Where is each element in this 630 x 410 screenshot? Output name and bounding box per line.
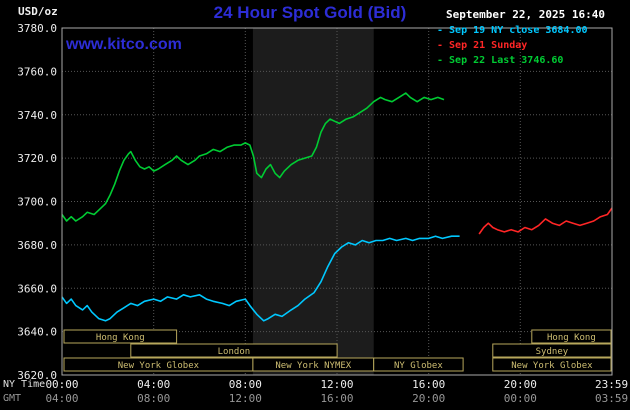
legend-item-0: - Sep 19 NY close 3684.00: [437, 25, 588, 36]
ny-tick-label: 23:59: [595, 378, 628, 391]
kitco-watermark-link[interactable]: www.kitco.com: [66, 36, 182, 53]
y-tick-label: 3700.0: [17, 196, 57, 209]
legend: - Sep 19 NY close 3684.00 - Sep 21 Sunday…: [437, 23, 588, 68]
ny-tick-label: 08:00: [229, 378, 262, 391]
series-sep22-last: [61, 92, 445, 222]
svg-text:New York NYMEX: New York NYMEX: [275, 361, 351, 371]
legend-item-1: - Sep 21 Sunday: [437, 40, 528, 51]
y-axis-units-label: USD/oz: [18, 5, 58, 18]
gmt-tick-label: 03:59: [595, 392, 628, 405]
session-box: London: [130, 343, 338, 358]
svg-text:NY Globex: NY Globex: [394, 361, 443, 371]
gmt-tick-label: 20:00: [412, 392, 445, 405]
ny-tick-label: 12:00: [320, 378, 353, 391]
gmt-tick-label: 08:00: [137, 392, 170, 405]
svg-text:New York Globex: New York Globex: [511, 361, 593, 371]
session-box: New York Globex: [63, 357, 254, 372]
series-sep19-ny-close: [61, 235, 460, 322]
svg-text:London: London: [218, 347, 251, 357]
svg-text:Hong Kong: Hong Kong: [96, 333, 145, 343]
series-sep21-sunday: [478, 207, 613, 235]
y-tick-label: 3660.0: [17, 282, 57, 295]
plot-border: [61, 27, 613, 376]
page-title: 24 Hour Spot Gold (Bid): [213, 3, 407, 22]
session-box: Hong Kong: [531, 329, 612, 344]
y-tick-label: 3640.0: [17, 326, 57, 339]
session-box: New York Globex: [492, 357, 612, 372]
session-box: Hong Kong: [63, 329, 178, 344]
y-tick-label: 3780.0: [17, 22, 57, 35]
gmt-tick-label: 16:00: [320, 392, 353, 405]
grid-lines: [62, 27, 612, 376]
svg-text:Sydney: Sydney: [536, 347, 569, 357]
ny-tick-label: 20:00: [504, 378, 537, 391]
svg-text:Hong Kong: Hong Kong: [547, 333, 596, 343]
gmt-tick-label: 12:00: [229, 392, 262, 405]
y-tick-label: 3740.0: [17, 109, 57, 122]
ny-time-axis-label: NY Time: [3, 379, 45, 390]
gmt-axis-label: GMT: [3, 393, 21, 404]
ny-tick-label: 00:00: [45, 378, 78, 391]
nymex-session-band: [252, 28, 374, 375]
y-tick-label: 3760.0: [17, 65, 57, 78]
legend-item-2: - Sep 22 Last 3746.60: [437, 55, 564, 66]
session-box: New York NYMEX: [252, 357, 375, 372]
ny-tick-label: 16:00: [412, 378, 445, 391]
svg-text:New York Globex: New York Globex: [118, 361, 200, 371]
y-tick-label: 3680.0: [17, 239, 57, 252]
y-tick-label: 3720.0: [17, 152, 57, 165]
session-box: NY Globex: [373, 357, 464, 372]
gmt-tick-label: 00:00: [504, 392, 537, 405]
session-box: Sydney: [492, 343, 612, 358]
ny-tick-label: 04:00: [137, 378, 170, 391]
gmt-tick-label: 04:00: [45, 392, 78, 405]
chart-datetime: September 22, 2025 16:40: [446, 8, 605, 21]
y-tick-label: 3620.0: [17, 369, 57, 382]
